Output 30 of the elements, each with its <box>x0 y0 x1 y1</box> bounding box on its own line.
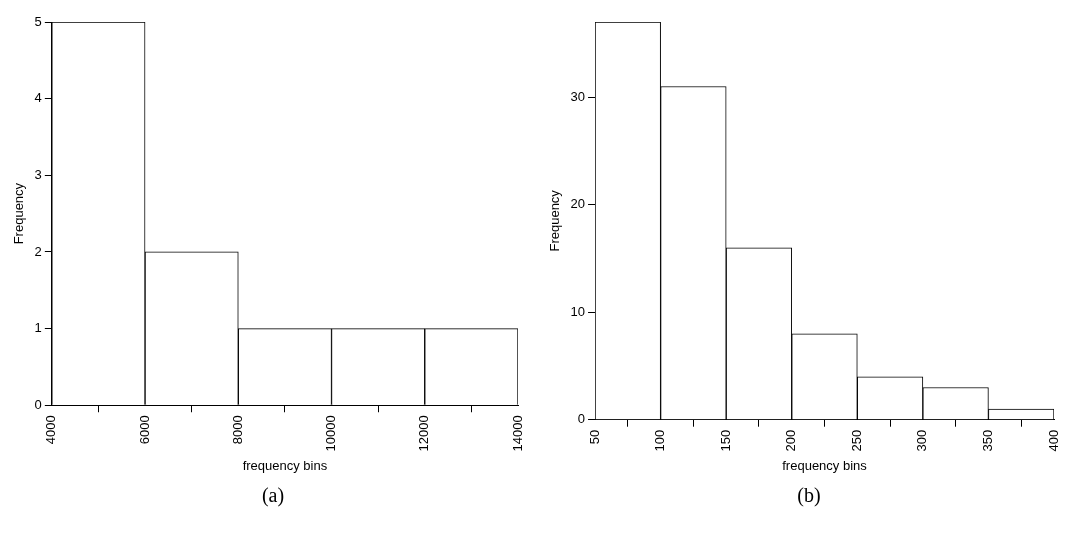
y-tick-label: 5 <box>34 13 42 29</box>
y-tick-label: 1 <box>34 320 42 336</box>
y-tick-label: 3 <box>34 166 42 182</box>
x-axis-title: frequency bins <box>782 457 868 473</box>
y-axis-title: Frequency <box>547 189 563 252</box>
x-tick-label: 6000 <box>136 415 152 445</box>
x-tick-label: 12000 <box>416 415 432 452</box>
y-tick-label: 4 <box>34 90 42 106</box>
x-tick-label: 250 <box>848 429 864 452</box>
x-tick-label: 400 <box>1045 429 1061 452</box>
x-tick-label: 100 <box>652 429 668 452</box>
x-tick-label: 8000 <box>229 415 245 445</box>
x-tick-label: 150 <box>717 429 733 452</box>
x-axis-title: frequency bins <box>242 457 328 473</box>
y-tick-label: 30 <box>570 88 586 104</box>
x-tick-label: 4000 <box>43 415 59 445</box>
y-tick-label: 20 <box>570 196 586 212</box>
x-tick-label: 200 <box>783 429 799 452</box>
y-tick-label: 2 <box>34 243 42 259</box>
x-tick-label: 50 <box>586 429 602 445</box>
text: (a) <box>261 484 285 507</box>
y-tick-label: 0 <box>34 396 42 412</box>
x-tick-label: 14000 <box>509 415 525 452</box>
x-tick-label: 10000 <box>323 415 339 452</box>
x-tick-label: 350 <box>980 429 996 452</box>
text: (b) <box>797 484 821 507</box>
y-axis-title: Frequency <box>11 182 27 245</box>
x-tick-label: 300 <box>914 429 930 452</box>
y-tick-label: 10 <box>570 303 586 319</box>
y-tick-label: 0 <box>577 411 586 427</box>
